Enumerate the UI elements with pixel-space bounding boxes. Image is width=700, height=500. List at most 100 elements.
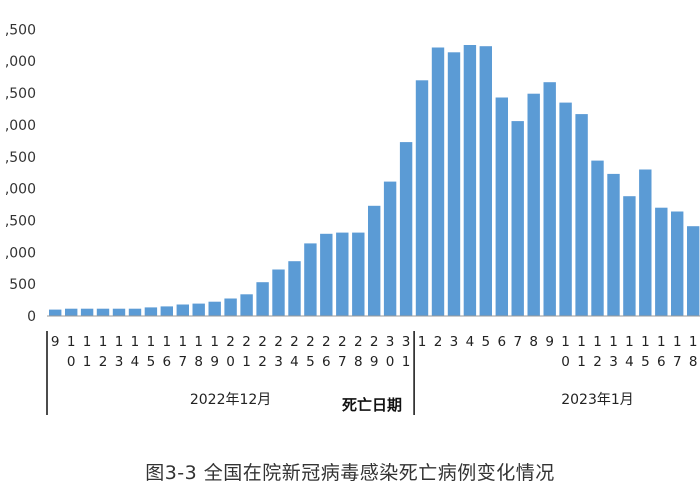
x-tick-label: 2 xyxy=(370,334,379,350)
x-tick-label: 2 xyxy=(258,354,267,370)
y-tick-label: ,500 xyxy=(5,213,36,229)
x-tick-label: 8 xyxy=(194,354,203,370)
bar xyxy=(495,97,508,316)
bar xyxy=(49,309,62,316)
bar xyxy=(559,102,572,316)
bar xyxy=(447,52,461,317)
x-tick-label: 1 xyxy=(561,334,570,350)
x-tick-label: 6 xyxy=(657,354,666,370)
x-tick-label: 5 xyxy=(147,354,156,370)
bar xyxy=(591,160,604,316)
bar xyxy=(96,308,110,316)
bar xyxy=(112,308,126,316)
bar xyxy=(431,47,445,316)
x-tick-label: 1 xyxy=(99,334,108,350)
x-tick-label: 1 xyxy=(210,334,219,350)
x-tick-label: 3 xyxy=(609,354,618,370)
x-tick-label: 1 xyxy=(147,334,156,350)
x-tick-label: 3 xyxy=(450,334,459,350)
x-tick-label: 1 xyxy=(83,334,92,350)
y-tick-label: ,000 xyxy=(5,182,36,198)
x-tick-label: 0 xyxy=(561,354,570,370)
x-tick-label: 2 xyxy=(226,334,235,350)
x-tick-label: 1 xyxy=(625,334,634,350)
bar xyxy=(65,308,78,316)
y-tick-label: 0 xyxy=(27,309,36,325)
x-tick-label: 8 xyxy=(354,354,363,370)
x-tick-label: 3 xyxy=(115,354,124,370)
x-tick-label: 1 xyxy=(67,334,76,350)
x-tick-label: 5 xyxy=(306,354,315,370)
x-tick-label: 7 xyxy=(673,354,682,370)
x-tick-label: 0 xyxy=(226,354,235,370)
x-tick-label: 1 xyxy=(242,354,251,370)
y-tick-label: ,000 xyxy=(5,54,36,70)
bar xyxy=(192,303,205,316)
bar xyxy=(479,46,492,316)
x-group-label: 2022年12月 xyxy=(190,392,271,408)
bar xyxy=(655,207,668,316)
x-tick-label: 1 xyxy=(609,334,618,350)
y-tick-label: ,500 xyxy=(5,150,36,166)
x-tick-label: 1 xyxy=(641,334,650,350)
x-tick-label: 1 xyxy=(115,334,124,350)
x-tick-label: 4 xyxy=(290,354,299,370)
bar xyxy=(607,173,620,316)
bar xyxy=(415,80,429,316)
x-tick-label: 1 xyxy=(689,334,698,350)
bar xyxy=(511,121,524,316)
x-tick-label: 6 xyxy=(163,354,172,370)
bar xyxy=(399,142,413,316)
bar xyxy=(208,301,221,316)
x-tick-label: 4 xyxy=(466,334,475,350)
x-tick-label: 9 xyxy=(51,334,60,350)
y-tick-label: ,500 xyxy=(5,86,36,102)
x-tick-label: 6 xyxy=(322,354,331,370)
bar xyxy=(176,304,189,316)
y-tick-label: ,500 xyxy=(5,22,36,38)
bar xyxy=(128,308,142,316)
x-tick-label: 9 xyxy=(545,334,554,350)
x-tick-label: 1 xyxy=(179,334,188,350)
x-tick-label: 7 xyxy=(514,334,523,350)
bar xyxy=(256,282,269,316)
x-tick-label: 0 xyxy=(67,354,76,370)
bar xyxy=(272,269,285,316)
x-tick-label: 2 xyxy=(306,334,315,350)
x-tick-label: 5 xyxy=(482,334,491,350)
x-tick-label: 1 xyxy=(83,354,92,370)
x-group-label: 2023年1月 xyxy=(561,392,634,408)
x-tick-label: 2 xyxy=(290,334,299,350)
x-tick-label: 3 xyxy=(274,354,283,370)
x-tick-label: 6 xyxy=(498,334,507,350)
x-tick-label: 1 xyxy=(163,334,172,350)
x-tick-label: 1 xyxy=(657,334,666,350)
x-tick-label: 1 xyxy=(418,334,427,350)
bar xyxy=(671,211,684,316)
x-tick-label: 1 xyxy=(131,334,140,350)
x-tick-label: 5 xyxy=(641,354,650,370)
x-tick-label: 2 xyxy=(322,334,331,350)
x-tick-label: 2 xyxy=(258,334,267,350)
x-tick-label: 8 xyxy=(689,354,698,370)
x-tick-label: 7 xyxy=(338,354,347,370)
y-tick-label: 500 xyxy=(9,277,36,293)
x-tick-label: 4 xyxy=(131,354,140,370)
bar xyxy=(160,306,173,316)
bar xyxy=(383,181,397,316)
bar xyxy=(288,261,301,316)
y-tick-label: ,000 xyxy=(5,118,36,134)
x-tick-label: 1 xyxy=(577,354,586,370)
bar xyxy=(527,93,540,316)
bar xyxy=(575,114,588,316)
x-tick-label: 2 xyxy=(242,334,251,350)
x-tick-label: 3 xyxy=(386,334,395,350)
x-tick-label: 2 xyxy=(434,334,443,350)
x-tick-label: 2 xyxy=(99,354,108,370)
bar xyxy=(639,169,652,316)
x-tick-label: 1 xyxy=(402,354,411,370)
bar xyxy=(336,232,349,316)
x-tick-label: 2 xyxy=(274,334,283,350)
bar xyxy=(304,243,317,316)
